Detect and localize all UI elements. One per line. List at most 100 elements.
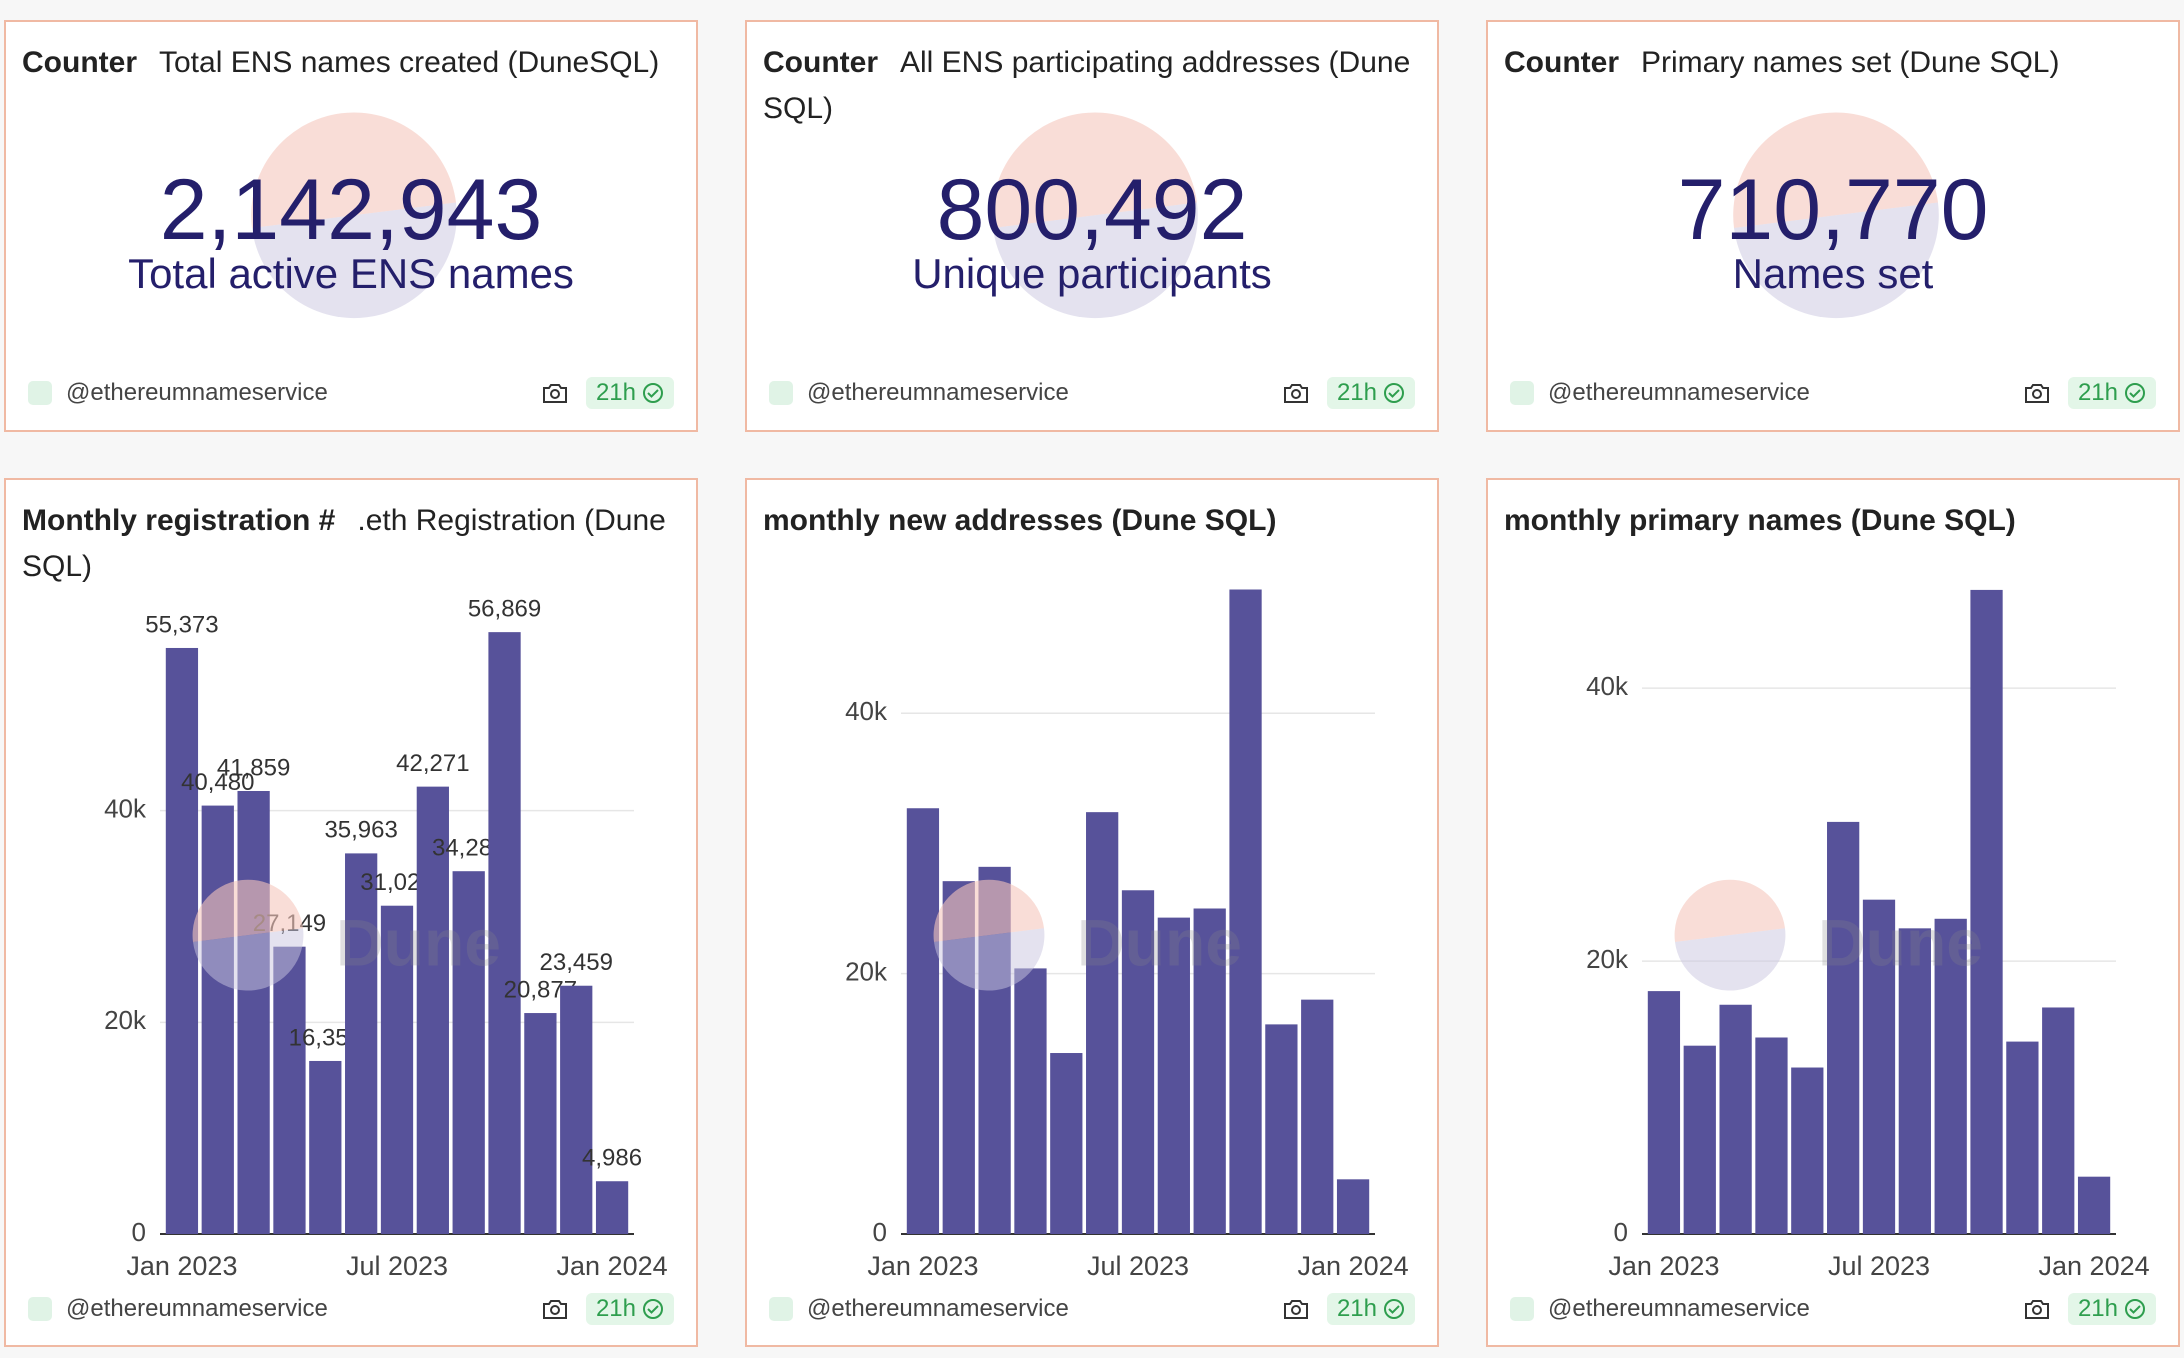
data-label: 55,373 [145,611,218,638]
bar [309,1060,342,1234]
bar [1121,890,1155,1234]
data-label: 42,271 [396,750,469,777]
logo-top [192,879,303,942]
bar [345,853,378,1234]
bar [380,905,414,1234]
camera-lens [2031,1305,2042,1315]
check-ring [2125,383,2145,403]
counter-title: All ENS participating addresses (Dune SQ… [763,46,1411,125]
logo [251,112,457,319]
bar [1827,821,1860,1234]
bar [1157,917,1190,1234]
bar [273,946,306,1234]
bar [906,808,940,1234]
age: 21h [2077,379,2118,406]
chart-panel: 0 20k 40k Jan 2023 Jul 2023 Jan 2024 Dune month… [745,478,1439,1347]
camera-body [542,384,567,403]
bar [416,786,449,1234]
counter-caption: Total active ENS names [128,250,574,297]
x-tick-label: Jan 2024 [2039,1251,2150,1281]
y-tick-label: 40k [845,696,888,726]
author: @ethereumnameservice [66,1295,328,1322]
camera-body [2024,1300,2049,1319]
check-icon [1384,383,1404,403]
data-label: 56,869 [468,595,541,622]
chart-subtitle: .eth Registration (Dune SQL) [22,504,666,583]
counter-panel: Counter Total ENS names created (DuneSQL)… [4,20,698,432]
bar [201,805,234,1234]
data-label: 35,963 [324,817,397,844]
counter-caption: Names set [1732,250,1934,297]
bar [1336,1179,1370,1234]
age: 21h [1336,1295,1377,1322]
avatar [28,1297,52,1321]
camera-icon [2024,384,2049,403]
avatar [1510,1297,1534,1321]
counter-title: Total ENS names created (DuneSQL) [159,46,660,79]
counter-title: Primary names set (Dune SQL) [1641,46,2060,79]
bar [560,985,593,1234]
camera-lens [549,1305,560,1315]
data-label: 4,986 [582,1145,642,1172]
check-mark [2129,389,2141,398]
camera-body [2024,384,2049,403]
check-mark [1388,389,1400,398]
counter-value: 710,770 [1677,162,1989,258]
y-tick-label: 20k [104,1005,147,1035]
check-icon [1384,1299,1404,1319]
author: @ethereumnameservice [1548,379,1810,406]
footer: @ethereumnameservice 21h [1510,1293,2156,1325]
logo [992,112,1198,319]
logo-top [933,879,1044,942]
chart: 0 20k 40k Jan 2023 Jul 2023 Jan 2024 Dune [845,589,1409,1281]
camera-lens [1290,1305,1301,1315]
logo-full [1675,928,1786,991]
camera-icon [2024,1300,2049,1319]
bar [2077,1176,2111,1234]
bar [1647,991,1681,1234]
age-badge: 21h [2067,377,2156,409]
counter-panel: Counter Primary names set (Dune SQL) 710,7… [1486,20,2180,432]
age-badge: 21h [585,1293,674,1325]
chart-panel: 0 20k 40k Jan 2023 Jul 2023 Jan 2024 Dune month… [1486,478,2180,1347]
camera-body [542,1300,567,1319]
footer: @ethereumnameservice 21h [28,1293,674,1325]
age-badge: 21h [1326,1293,1415,1325]
age-badge: 21h [2067,1293,2156,1325]
author: @ethereumnameservice [1548,1295,1810,1322]
age-badge: 21h [1326,377,1415,409]
bar [1898,928,1931,1234]
chart-title: monthly primary names (Dune SQL) [1504,504,2016,537]
check-mark [2129,1305,2141,1314]
check-icon [643,1299,663,1319]
y-tick-label: 40k [1586,671,1629,701]
author: @ethereumnameservice [807,1295,1069,1322]
camera-lens [1290,389,1301,399]
watermark: Dune [1818,905,1983,979]
counter-header: Counter Primary names set (Dune SQL) [1504,40,2162,86]
camera-body [1283,1300,1308,1319]
bar [1791,1067,1824,1234]
footer: @ethereumnameservice 21h [1510,377,2156,409]
logo-full [993,202,1198,319]
logo-full [1734,202,1939,319]
check-icon [2125,383,2145,403]
data-label: 41,859 [217,754,290,781]
bar [237,790,270,1234]
x-tick-label: Jan 2023 [126,1251,237,1281]
x-tick-label: Jan 2024 [1298,1251,1409,1281]
bar [165,647,199,1234]
bar [1193,908,1226,1234]
age: 21h [595,1295,636,1322]
author: @ethereumnameservice [66,379,328,406]
logo-top [992,112,1197,228]
logo [1733,112,1939,319]
counter-value: 2,142,943 [159,162,543,258]
logo-full [193,928,304,991]
watermark: Dune [336,905,501,979]
check-ring [1384,1299,1404,1319]
counter-header: Counter All ENS participating addresses (… [763,40,1421,132]
y-tick-label: 0 [1614,1217,1628,1247]
age: 21h [1336,379,1377,406]
